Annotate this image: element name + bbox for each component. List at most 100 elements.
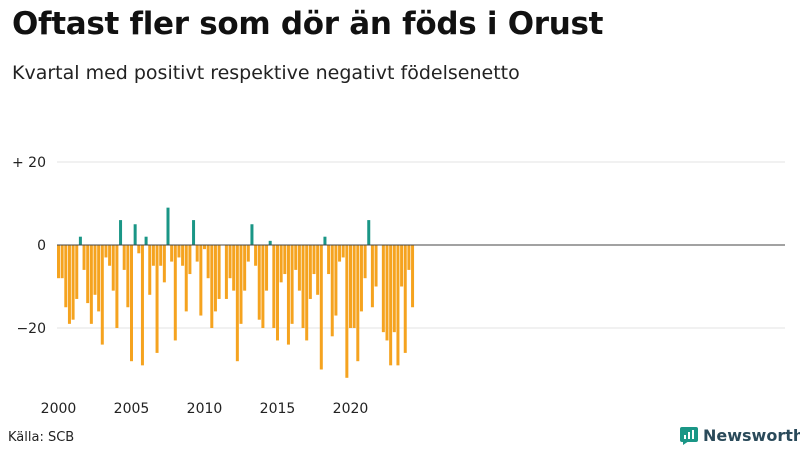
bar-negative	[374, 245, 378, 287]
x-tick-label: 2005	[114, 401, 150, 417]
bar-positive	[192, 220, 196, 245]
bar-negative	[104, 245, 108, 258]
bar-negative	[224, 245, 228, 299]
bar-positive	[166, 207, 170, 245]
source-note: Källa: SCB	[8, 430, 75, 445]
x-axis-ticks: 2000 2005 2010 2015 2020	[41, 401, 369, 417]
y-axis-ticks: + 20 0 −20	[12, 155, 46, 337]
bar-negative	[126, 245, 130, 308]
bar-negative	[89, 245, 93, 324]
bar-negative	[115, 245, 119, 328]
bar-negative	[159, 245, 163, 266]
bar-negative	[57, 245, 60, 279]
bar-negative	[279, 245, 283, 283]
bar-positive	[133, 224, 137, 245]
bar-negative	[108, 245, 112, 266]
bar-negative	[254, 245, 258, 266]
bar-negative	[100, 245, 104, 345]
bar-negative	[170, 245, 174, 262]
chart-subtitle: Kvartal med positivt respektive negativt…	[12, 62, 520, 84]
y-tick-label: 0	[37, 238, 46, 254]
bar-negative	[130, 245, 133, 362]
bar-negative	[327, 245, 331, 275]
bar-negative	[64, 245, 68, 308]
bar-negative	[261, 245, 265, 328]
bar-negative	[319, 245, 323, 370]
bar-negative	[60, 245, 64, 279]
bar-negative	[213, 245, 217, 312]
y-tick-label: −20	[16, 321, 46, 337]
bars	[57, 207, 415, 378]
bar-negative	[137, 245, 141, 254]
bar-negative	[392, 245, 396, 333]
x-tick-label: 2000	[41, 401, 77, 417]
bar-negative	[334, 245, 338, 316]
bar-negative	[276, 245, 279, 341]
bar-negative	[312, 245, 316, 275]
bar-negative	[294, 245, 298, 270]
brand-logo[interactable]: Newsworthy	[680, 426, 800, 445]
bar-negative	[272, 245, 276, 328]
bar-negative	[257, 245, 261, 320]
bar-negative	[363, 245, 367, 279]
bar-positive	[144, 236, 148, 245]
newsworthy-logo-icon	[680, 426, 698, 445]
bar-negative	[195, 245, 199, 262]
bar-negative	[330, 245, 334, 337]
x-tick-label: 2015	[260, 401, 296, 417]
bar-negative	[389, 245, 393, 366]
bar-negative	[265, 245, 269, 291]
bar-negative	[411, 245, 415, 308]
bar-negative	[370, 245, 374, 308]
grid-lines	[57, 161, 785, 329]
bar-negative	[162, 245, 166, 283]
bar-negative	[400, 245, 404, 287]
bar-negative	[181, 245, 185, 266]
bar-negative	[305, 245, 309, 341]
bar-negative	[356, 245, 360, 362]
bar-negative	[75, 245, 79, 299]
bar-negative	[316, 245, 320, 295]
bar-negative	[232, 245, 236, 291]
bar-negative	[184, 245, 188, 312]
bar-negative	[385, 245, 389, 341]
bar-negative	[151, 245, 155, 266]
bar-negative	[403, 245, 407, 353]
bar-positive	[78, 236, 82, 245]
bar-negative	[407, 245, 411, 270]
bar-negative	[396, 245, 400, 366]
bar-negative	[286, 245, 290, 345]
y-tick-label: + 20	[12, 155, 46, 171]
x-tick-label: 2010	[187, 401, 223, 417]
bar-negative	[111, 245, 115, 291]
bar-positive	[119, 220, 123, 245]
bar-negative	[239, 245, 243, 324]
chart-title: Oftast fler som dör än föds i Orust	[12, 6, 604, 42]
bar-negative	[217, 245, 221, 299]
brand-name: Newsworthy	[703, 426, 800, 445]
bar-negative	[188, 245, 192, 275]
bar-negative	[283, 245, 287, 275]
bar-negative	[86, 245, 90, 304]
bar-negative	[155, 245, 159, 353]
bar-negative	[67, 245, 71, 324]
bar-negative	[352, 245, 356, 328]
bar-negative	[338, 245, 342, 262]
bar-negative	[235, 245, 239, 362]
bar-negative	[301, 245, 305, 328]
bar-negative	[203, 245, 206, 250]
bar-negative	[381, 245, 385, 333]
bar-negative	[82, 245, 86, 270]
bar-negative	[345, 245, 349, 378]
bar-negative	[297, 245, 301, 291]
bar-negative	[173, 245, 177, 341]
bar-negative	[71, 245, 75, 320]
bar-negative	[341, 245, 345, 258]
bar-negative	[148, 245, 152, 295]
bar-negative	[228, 245, 232, 279]
bar-positive	[268, 240, 272, 245]
bar-positive	[367, 220, 371, 245]
bar-positive	[323, 236, 327, 245]
bar-negative	[122, 245, 126, 270]
bar-negative	[93, 245, 97, 295]
